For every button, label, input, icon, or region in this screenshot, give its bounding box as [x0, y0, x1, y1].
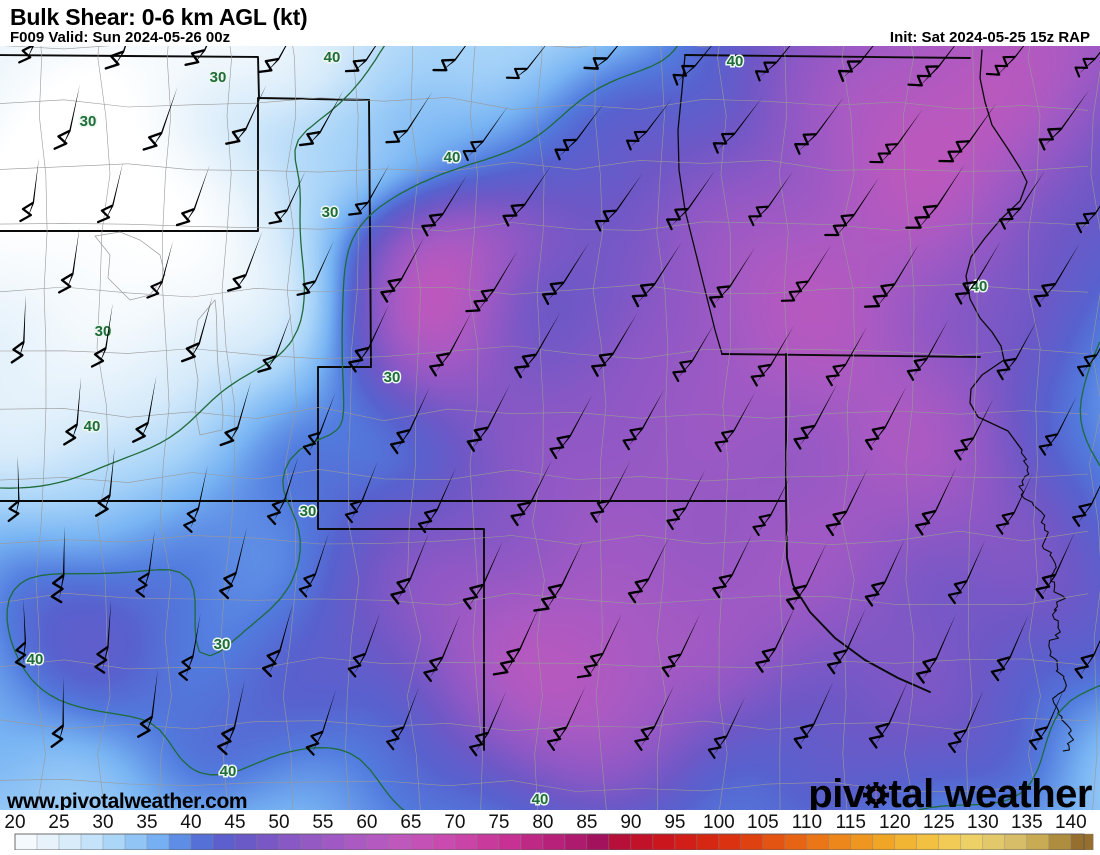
svg-text:140: 140 [1055, 812, 1087, 833]
svg-text:65: 65 [400, 812, 421, 833]
svg-text:60: 60 [356, 812, 377, 833]
svg-text:30: 30 [210, 69, 227, 86]
svg-text:30: 30 [322, 204, 339, 221]
svg-text:70: 70 [444, 812, 465, 833]
svg-text:40: 40 [727, 53, 744, 70]
svg-text:135: 135 [1011, 812, 1043, 833]
svg-text:30: 30 [92, 812, 113, 833]
svg-text:40: 40 [84, 418, 101, 435]
svg-text:20: 20 [4, 812, 25, 833]
svg-text:45: 45 [224, 812, 245, 833]
svg-text:80: 80 [532, 812, 553, 833]
svg-text:30: 30 [214, 636, 231, 653]
svg-text:40: 40 [180, 812, 201, 833]
svg-text:100: 100 [703, 812, 735, 833]
svg-text:110: 110 [792, 812, 822, 833]
svg-text:40: 40 [27, 651, 44, 668]
svg-text:105: 105 [747, 812, 779, 833]
svg-text:90: 90 [620, 812, 641, 833]
svg-text:40: 40 [324, 49, 341, 66]
svg-text:85: 85 [576, 812, 597, 833]
svg-text:25: 25 [48, 812, 69, 833]
svg-text:40: 40 [532, 791, 549, 808]
svg-text:130: 130 [967, 812, 999, 833]
svg-text:40: 40 [444, 149, 461, 166]
svg-text:35: 35 [136, 812, 157, 833]
svg-text:95: 95 [664, 812, 685, 833]
svg-text:125: 125 [923, 812, 955, 833]
svg-text:30: 30 [300, 503, 317, 520]
svg-text:115: 115 [836, 812, 866, 833]
svg-text:75: 75 [488, 812, 509, 833]
svg-text:55: 55 [312, 812, 333, 833]
svg-text:120: 120 [879, 812, 911, 833]
svg-text:50: 50 [268, 812, 289, 833]
svg-text:40: 40 [220, 763, 237, 780]
svg-text:30: 30 [384, 369, 401, 386]
svg-text:30: 30 [80, 113, 97, 130]
